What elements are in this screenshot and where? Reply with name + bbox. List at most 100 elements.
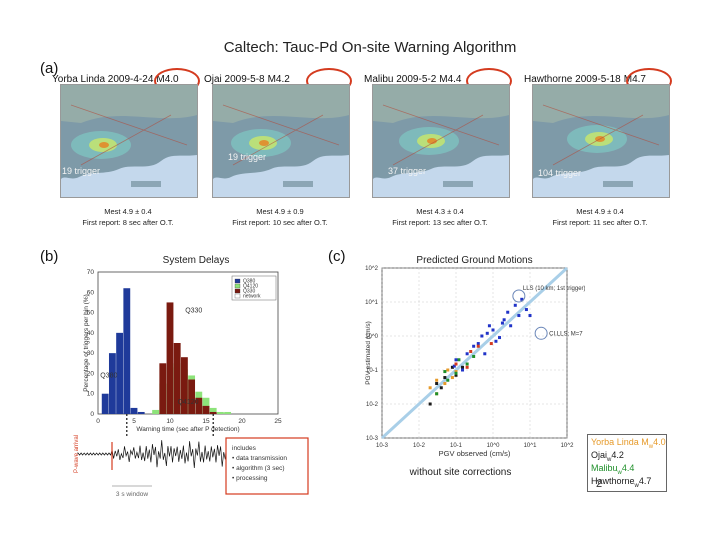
legend-subscript: w	[648, 443, 654, 450]
event-caption: Mest 4.9 ± 0.4 First report: 11 sec after…	[520, 206, 680, 228]
data-point	[517, 314, 521, 318]
chart-title: System Delays	[163, 255, 230, 266]
map-title: Ojai 2009-5-8 M4.2	[204, 74, 290, 85]
data-point	[446, 378, 450, 382]
p-arrival-label: P-wave arrival	[74, 435, 80, 473]
highlight-circle	[512, 289, 526, 303]
data-point	[487, 324, 491, 328]
data-point	[485, 331, 489, 335]
x-tick-label: 10-3	[376, 443, 389, 449]
panel-b-label: (b)	[40, 248, 59, 265]
event-magnitude: M4.2	[267, 74, 290, 85]
legend-row: Hawthornew4.7	[591, 476, 651, 489]
data-point	[454, 373, 458, 377]
histogram-bar	[152, 409, 160, 414]
data-point	[483, 352, 487, 356]
data-point	[480, 334, 484, 338]
annotation-ci-lls: CI.LLS; M=7	[549, 331, 583, 337]
histogram-bar	[195, 397, 203, 414]
legend-event: Malibu	[591, 463, 618, 473]
data-point	[435, 392, 439, 396]
data-point	[443, 370, 447, 374]
y-tick-label: 10^2	[365, 266, 378, 272]
data-point	[435, 382, 439, 386]
map-graphic	[213, 85, 349, 197]
event-map	[372, 84, 510, 198]
histogram-bar	[216, 411, 224, 414]
y-tick-label: 60	[87, 289, 95, 296]
magnitude-estimate: Mest 4.3 ± 0.4	[416, 207, 464, 216]
data-point	[439, 386, 443, 390]
x-tick-label: 10^1	[524, 443, 537, 449]
histogram-bar	[116, 332, 124, 414]
histogram-bar	[180, 357, 188, 414]
x-tick-label: 5	[132, 418, 136, 425]
data-point	[498, 336, 502, 340]
legend-subscript: w	[607, 456, 612, 463]
event-magnitude: M4.4	[439, 74, 462, 85]
x-tick-label: 10-2	[413, 443, 426, 449]
panel-a-label: (a)	[40, 60, 59, 77]
y-tick-label: 20	[87, 370, 95, 377]
data-point	[472, 354, 476, 358]
annotation-q380: Q380	[100, 372, 117, 379]
event-caption: Mest 4.9 ± 0.4 First report: 8 sec after …	[48, 206, 208, 228]
slide-title: Caltech: Tauc-Pd On-site Warning Algorit…	[0, 39, 720, 56]
histogram-bar	[209, 407, 217, 414]
data-point	[452, 364, 456, 368]
delay-box-line: includes	[232, 445, 257, 452]
window-label: 3 s window	[116, 491, 148, 498]
data-point	[513, 303, 517, 307]
legend-magnitude: 4.4	[621, 463, 635, 473]
event-map	[532, 84, 670, 198]
histogram-bar	[159, 363, 167, 414]
x-tick-label: 10^2	[561, 443, 574, 449]
data-point	[500, 321, 504, 325]
delay-box	[225, 437, 309, 495]
legend-event: Ojai	[591, 450, 608, 460]
legend-row: Malibuw4.4	[591, 463, 634, 476]
annotation-q330: Q330	[185, 308, 202, 315]
data-point	[454, 371, 458, 375]
data-point	[520, 297, 524, 301]
data-point	[446, 368, 450, 372]
system-delays-chart: System Delays 0 10 20 30 40 50 60 70 0 5 10 15 20 25 Pe…	[74, 255, 309, 498]
data-point	[450, 376, 454, 380]
trigger-count: 104 trigger	[538, 168, 582, 178]
x-tick-label: 0	[96, 418, 100, 425]
delay-box-line: • data transmission	[232, 455, 287, 462]
histogram-bar	[173, 343, 181, 414]
histogram-bar	[108, 353, 116, 414]
event-name: Hawthorne 2009-5-18	[524, 74, 621, 85]
trigger-count: 19 trigger	[228, 152, 267, 162]
data-point	[454, 358, 458, 362]
first-report: First report: 8 sec after O.T.	[82, 218, 174, 227]
plot-frame	[97, 271, 279, 415]
data-point	[435, 378, 439, 382]
event-caption: Mest 4.9 ± 0.9 First report: 10 sec after…	[200, 206, 360, 228]
x-axis-label: PGV observed (cm/s)	[439, 449, 511, 458]
data-point	[506, 310, 510, 314]
y-tick-label: 30	[87, 350, 95, 357]
data-point	[465, 352, 469, 356]
histogram-bar	[123, 288, 131, 414]
legend-event: Hawthorne	[591, 476, 635, 486]
legend-swatch	[234, 293, 241, 299]
first-report: First report: 10 sec after O.T.	[232, 218, 328, 227]
data-point	[454, 362, 458, 366]
title-bold: Caltech	[223, 39, 275, 56]
y-tick-label: 10-1	[366, 368, 379, 374]
histogram-bar	[137, 411, 145, 414]
data-point	[428, 402, 432, 406]
legend-row: Yorba Linda Mw4.0	[591, 437, 666, 450]
data-point	[489, 342, 493, 346]
magnitude-estimate: Mest 4.9 ± 0.9	[256, 207, 304, 216]
histogram-bar	[209, 411, 217, 414]
data-point	[457, 358, 461, 362]
legend-subscript: w	[617, 469, 622, 476]
magnitude-estimate: Mest 4.9 ± 0.4	[104, 207, 152, 216]
ground-motion-chart: Predicted Ground Motions 10-310-3 10-2 10-2…	[365, 255, 585, 478]
legend-magnitude: 4.7	[638, 476, 652, 486]
one-to-one-line	[380, 266, 569, 440]
histogram-bar	[188, 379, 196, 414]
